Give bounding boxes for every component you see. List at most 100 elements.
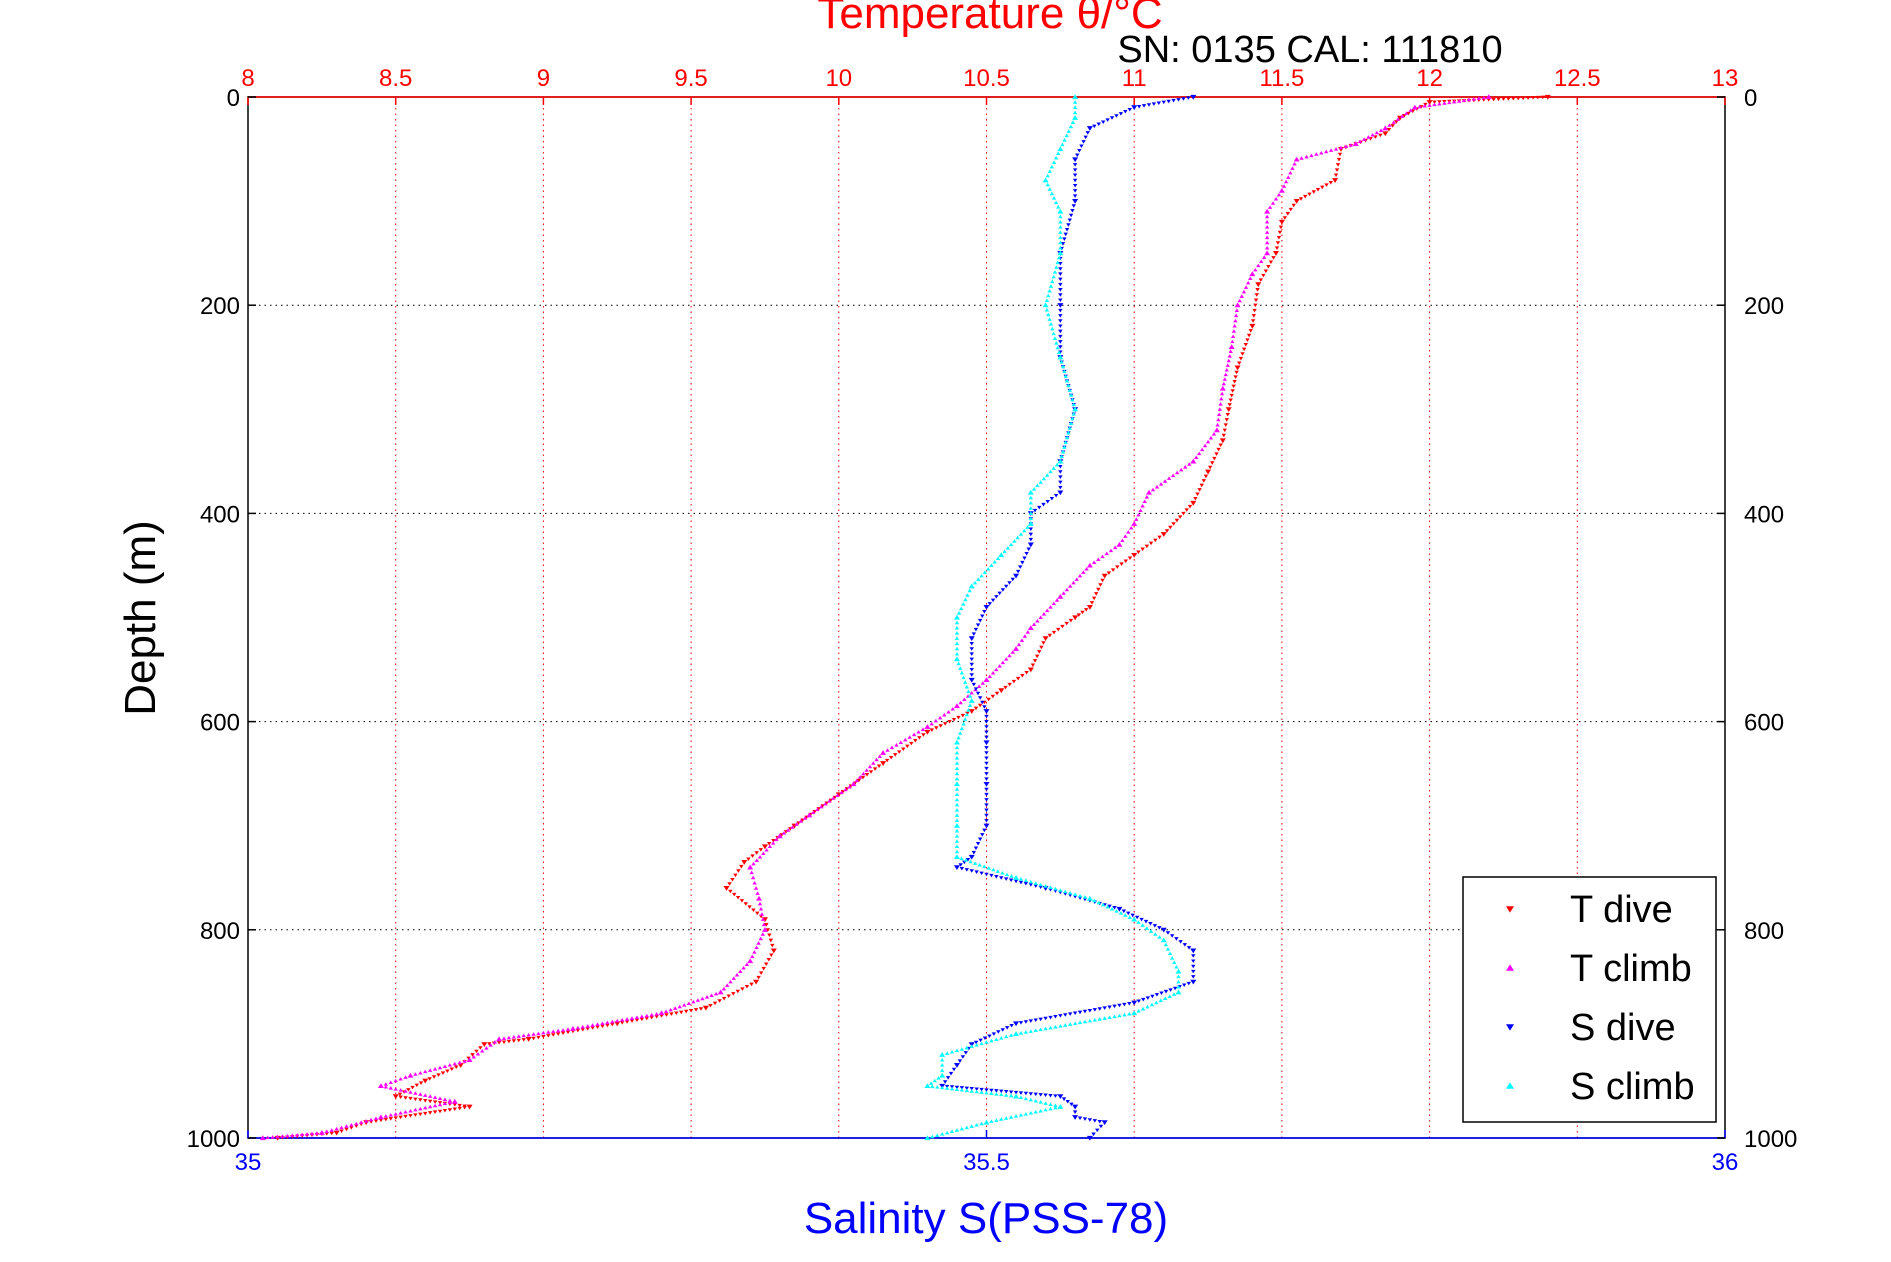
data-point [1008,1090,1014,1095]
data-point [954,646,960,651]
data-point [1066,430,1071,435]
data-point [506,1035,512,1040]
data-point [767,844,773,849]
data-point [1038,882,1043,887]
data-point [413,1091,418,1095]
data-point [1191,954,1196,958]
data-point [388,1113,393,1117]
data-point [977,618,983,623]
data-point [1100,554,1105,559]
data-point [725,983,730,987]
data-point [984,720,989,724]
data-point [717,999,722,1003]
data-point [1045,473,1050,477]
data-point [1143,919,1149,924]
data-point [1233,375,1238,379]
data-point [995,869,1001,873]
data-point [619,1018,625,1022]
data-point [1148,922,1153,926]
data-point [1018,1091,1024,1095]
data-point [976,577,981,581]
data-point [634,1015,640,1019]
data-point [1270,201,1276,205]
salinity-tick-label: 35.5 [963,1149,1010,1176]
data-point [414,1083,419,1088]
data-point [1249,323,1256,329]
data-point [757,854,763,859]
data-point [897,750,902,754]
data-point [1190,979,1197,985]
data-point [1013,1090,1019,1095]
data-point [1171,98,1176,103]
data-point [1091,596,1097,601]
data-point [958,666,963,670]
data-point [1049,191,1055,196]
data-point [1061,591,1066,595]
data-point [964,712,970,717]
data-point [982,570,988,574]
data-point [781,831,787,835]
data-point [437,1065,443,1070]
data-point [939,1085,945,1090]
data-point [1182,943,1188,947]
data-point [1357,139,1363,144]
data-point [496,1041,502,1045]
data-point [1013,1021,1020,1027]
data-point [1230,339,1235,344]
data-point [954,1087,960,1091]
data-point [431,1075,437,1079]
data-point [1253,298,1259,302]
data-point [1160,532,1167,537]
data-point [973,846,979,850]
data-point [1109,907,1115,911]
data-point [388,1086,393,1090]
data-point [1187,504,1193,509]
data-point [984,725,989,729]
data-point [1041,612,1047,616]
data-point [1037,650,1042,654]
data-point [590,1023,595,1027]
data-point [624,1017,630,1021]
data-point [1199,447,1205,452]
data-point [983,1119,990,1125]
data-point [410,1085,415,1090]
data-point [1171,522,1176,526]
data-point [945,1076,951,1080]
data-point [1107,1015,1112,1019]
data-point [835,793,840,797]
data-point [496,1036,503,1042]
data-point [1117,1013,1122,1018]
data-point [972,580,978,585]
data-point [1077,573,1083,578]
data-point [1314,152,1319,156]
data-point [1395,117,1401,121]
data-point [487,1042,492,1046]
data-point [1003,1093,1009,1097]
data-point [1166,476,1172,480]
data-point [1043,884,1048,888]
data-point [1119,562,1124,566]
data-point [1048,322,1054,326]
data-point [1223,423,1228,427]
data-point [954,750,960,755]
data-point [393,1087,398,1091]
data-point [1252,308,1257,313]
data-point [452,1061,457,1066]
data-point [1060,242,1066,246]
data-point [1064,435,1070,440]
data-point [954,776,960,781]
data-point [427,1099,433,1104]
data-point [451,1098,458,1104]
data-point [985,566,991,571]
data-point [1177,515,1183,519]
data-point [986,697,991,702]
data-point [1285,212,1291,216]
data-point [1060,364,1066,369]
legend-marker [1506,1082,1514,1089]
data-point [1046,293,1051,298]
data-point [1183,465,1188,469]
data-point [1028,501,1034,505]
data-point [406,1088,411,1092]
data-point [1019,638,1025,642]
data-point [954,834,960,838]
